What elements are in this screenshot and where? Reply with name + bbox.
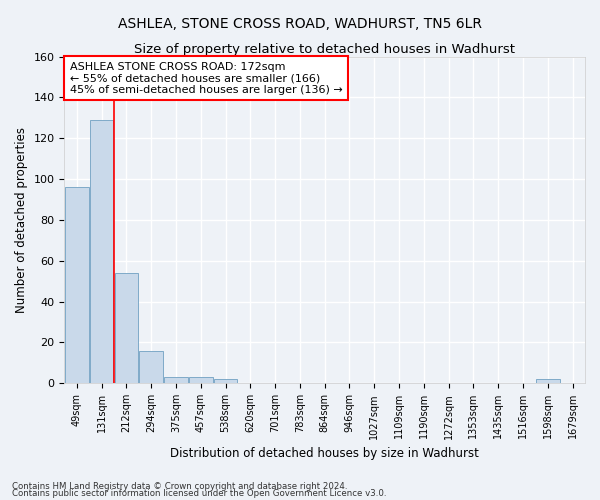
Text: ASHLEA STONE CROSS ROAD: 172sqm
← 55% of detached houses are smaller (166)
45% o: ASHLEA STONE CROSS ROAD: 172sqm ← 55% of…: [70, 62, 343, 95]
Y-axis label: Number of detached properties: Number of detached properties: [15, 127, 28, 313]
Text: ASHLEA, STONE CROSS ROAD, WADHURST, TN5 6LR: ASHLEA, STONE CROSS ROAD, WADHURST, TN5 …: [118, 18, 482, 32]
X-axis label: Distribution of detached houses by size in Wadhurst: Distribution of detached houses by size …: [170, 447, 479, 460]
Text: Contains HM Land Registry data © Crown copyright and database right 2024.: Contains HM Land Registry data © Crown c…: [12, 482, 347, 491]
Bar: [139, 350, 163, 384]
Bar: [164, 377, 188, 384]
Bar: [65, 188, 89, 384]
Bar: [115, 273, 138, 384]
Bar: [536, 379, 560, 384]
Bar: [90, 120, 113, 384]
Bar: [214, 379, 238, 384]
Bar: [189, 377, 212, 384]
Text: Contains public sector information licensed under the Open Government Licence v3: Contains public sector information licen…: [12, 490, 386, 498]
Title: Size of property relative to detached houses in Wadhurst: Size of property relative to detached ho…: [134, 42, 515, 56]
